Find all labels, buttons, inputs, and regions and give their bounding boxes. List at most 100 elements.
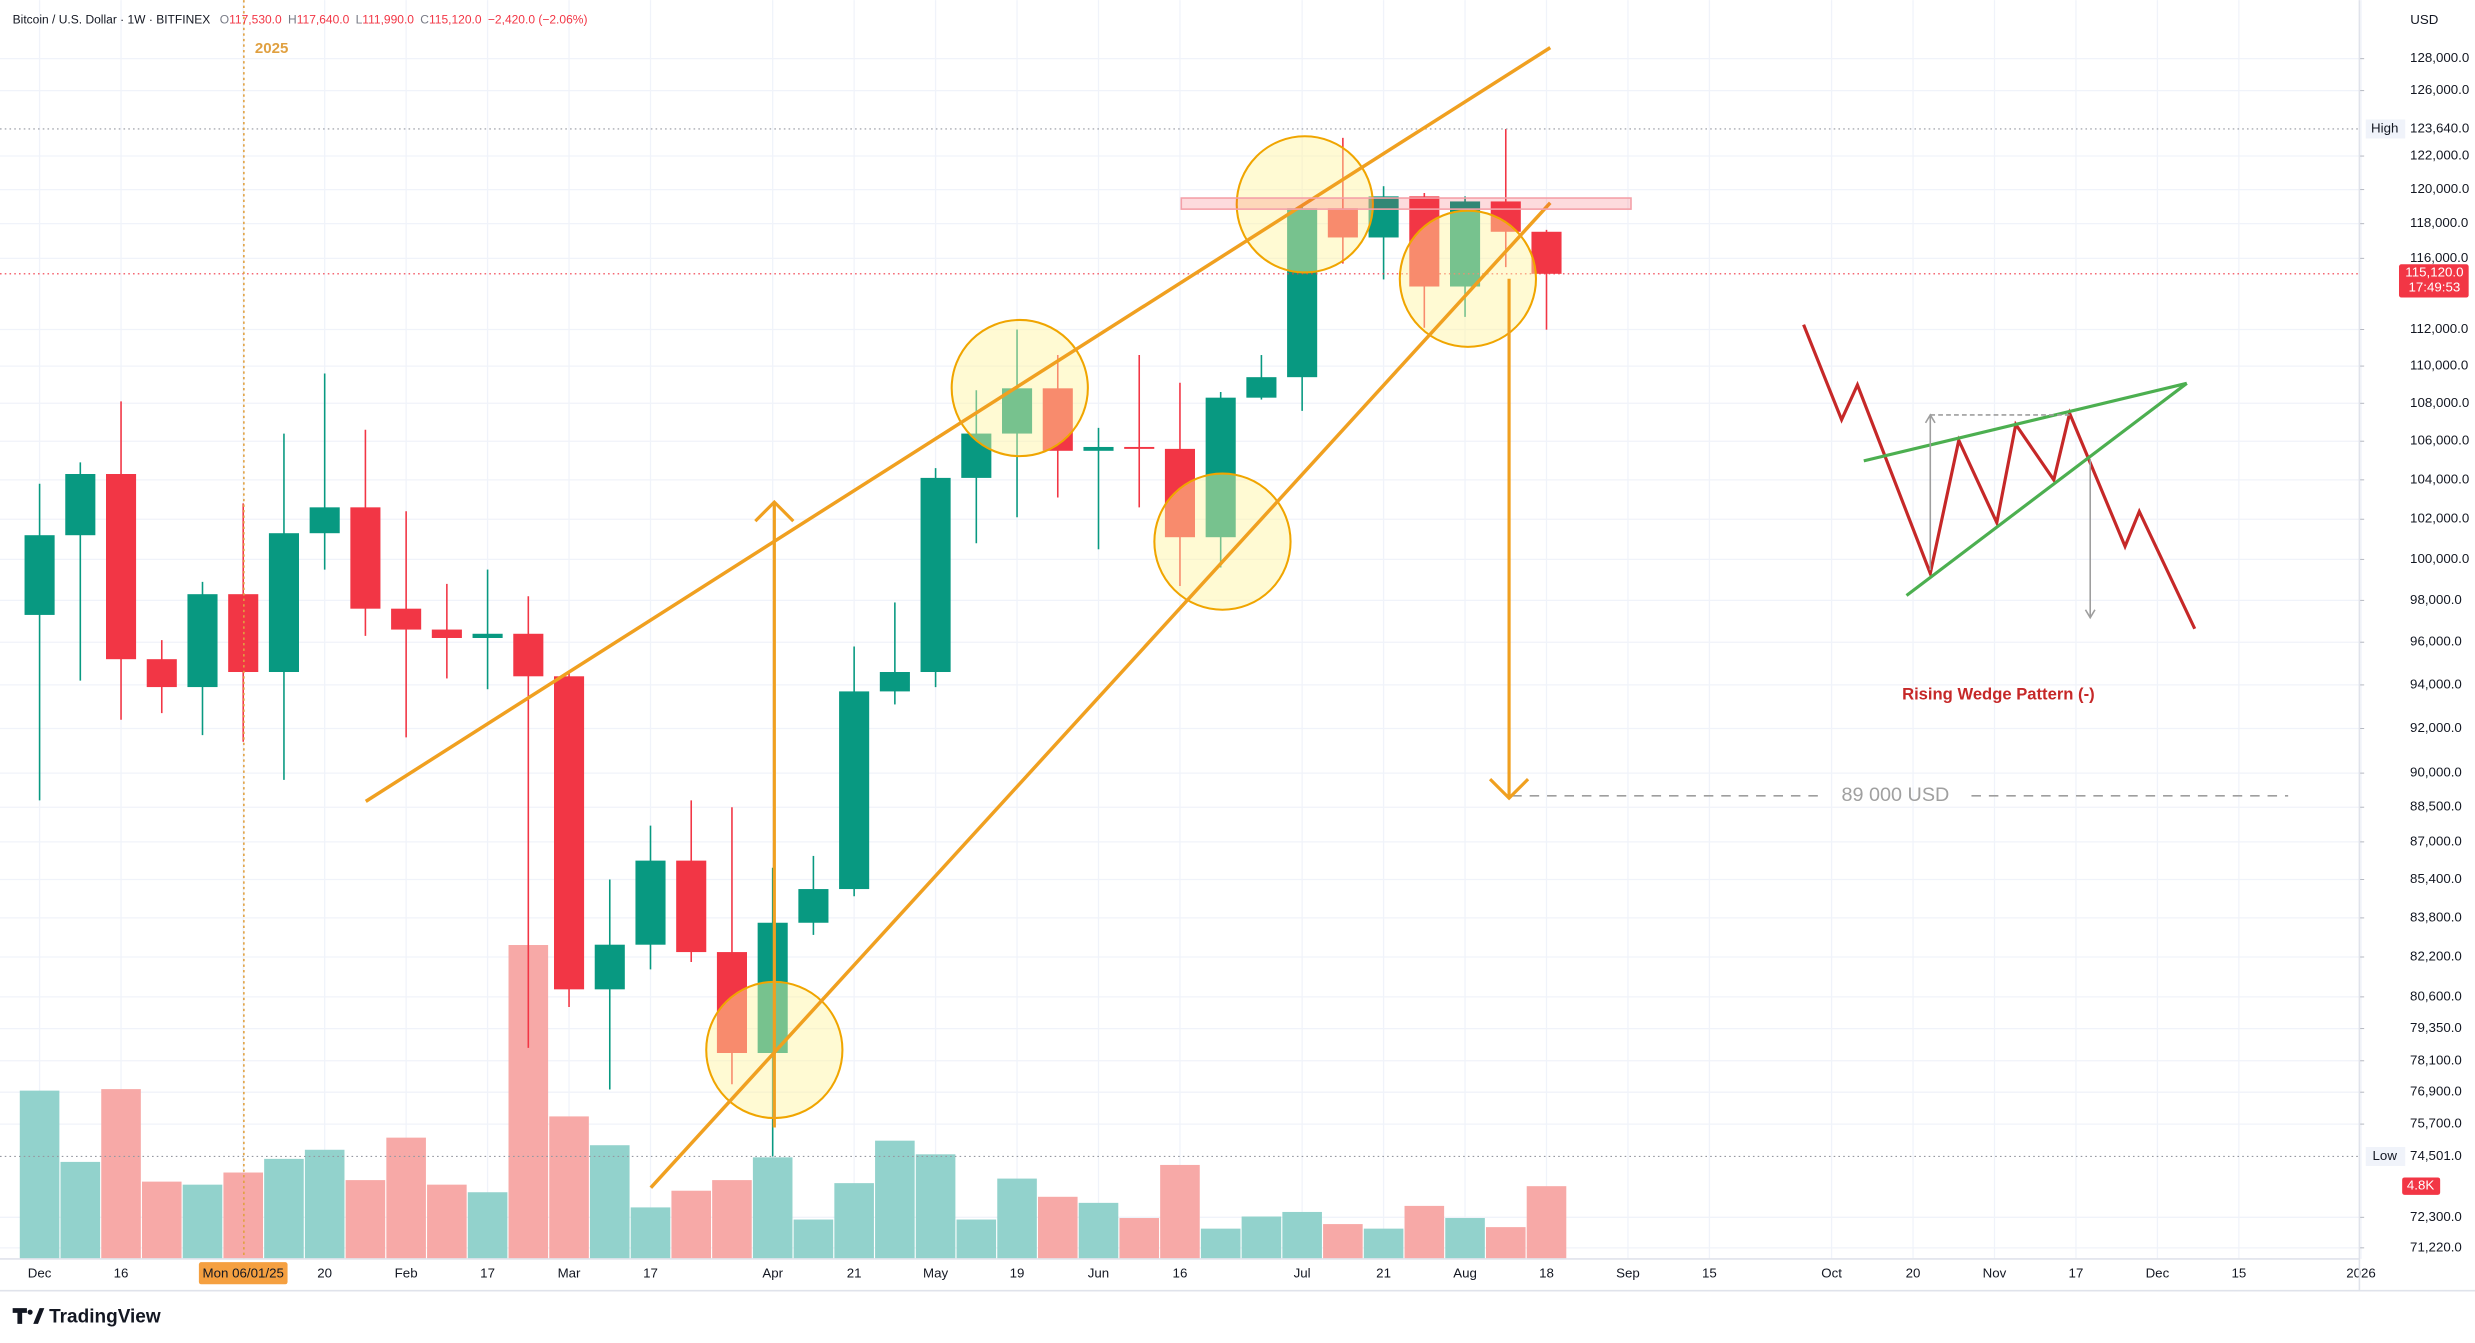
y-tick-label: 83,800.0 xyxy=(2410,909,2462,924)
volume-bar xyxy=(1282,1211,1322,1259)
touch-circle xyxy=(1153,472,1292,611)
volume-bar xyxy=(997,1178,1037,1259)
high-value: 123,640.0 xyxy=(2410,120,2469,135)
y-tick-label: 126,000.0 xyxy=(2410,82,2469,97)
y-tick-label: 116,000.0 xyxy=(2410,250,2468,265)
x-tick-label: Aug xyxy=(1453,1266,1477,1281)
candle-body xyxy=(676,860,707,953)
x-tick-label: Dec xyxy=(2146,1266,2170,1281)
x-tick-label: Dec xyxy=(28,1266,52,1281)
volume-bar xyxy=(712,1180,752,1259)
x-tick-label: 15 xyxy=(1702,1266,1717,1281)
volume-bar xyxy=(467,1192,508,1259)
x-tick-label: 17 xyxy=(2069,1266,2084,1281)
x-tick-label: 19 xyxy=(1010,1266,1025,1281)
wedge-example-price xyxy=(1802,324,2197,630)
candle-body xyxy=(1042,388,1073,451)
y-tick-label: 75,700.0 xyxy=(2410,1116,2462,1131)
wedge-example-lower xyxy=(1905,382,2188,597)
candle-body xyxy=(187,594,218,688)
volume-bar xyxy=(915,1154,956,1259)
candle-body xyxy=(1164,448,1195,538)
target-label: 89 000 USD xyxy=(1842,784,1950,806)
volume-bar xyxy=(1241,1216,1282,1259)
x-tick-label: Feb xyxy=(395,1266,418,1281)
y-tick-label: 104,000.0 xyxy=(2410,471,2469,486)
touch-circle xyxy=(950,318,1089,458)
volume-bar xyxy=(549,1116,589,1259)
y-tick-label: 92,000.0 xyxy=(2410,720,2462,735)
drawings xyxy=(243,0,2197,1259)
candle-body xyxy=(24,535,55,615)
volume-bar xyxy=(264,1158,304,1259)
header-value: 117,640.0 xyxy=(297,13,350,27)
volume-bar xyxy=(1445,1218,1485,1259)
high-badge xyxy=(2365,119,2406,139)
wedge-upper xyxy=(364,46,1552,803)
volume-bar xyxy=(101,1089,141,1259)
high-value-box xyxy=(2405,119,2469,139)
candle-body xyxy=(1246,377,1277,398)
x-tick-label: 21 xyxy=(1376,1266,1391,1281)
brand: TradingView xyxy=(12,1307,161,1328)
candle-body xyxy=(391,608,422,630)
y-tick-label: 100,000.0 xyxy=(2410,551,2469,566)
x-tick-label: 2026 xyxy=(2346,1266,2376,1281)
header-change: −2,420.0 (−2.06%) xyxy=(488,13,588,27)
header-value: 115,120.0 xyxy=(429,13,482,27)
y-tick-label: 102,000.0 xyxy=(2410,511,2469,526)
wedge-example-arrow-head xyxy=(1924,413,1936,424)
y-tick-label: 120,000.0 xyxy=(2410,181,2469,196)
last-price-countdown: 17:49:53 xyxy=(2408,280,2460,295)
volume-bar xyxy=(589,1145,630,1259)
y-tick-label: 90,000.0 xyxy=(2410,765,2462,780)
x-tick-label: 17 xyxy=(643,1266,658,1281)
y-tick-label: 80,600.0 xyxy=(2410,988,2462,1003)
y-tick-label: 82,200.0 xyxy=(2410,949,2462,964)
x-tick-label: 17 xyxy=(480,1266,495,1281)
y-tick-label: 88,500.0 xyxy=(2410,799,2462,814)
y-tick-label: 122,000.0 xyxy=(2410,148,2469,163)
volume-bar xyxy=(1404,1205,1445,1259)
x-tick-highlight xyxy=(198,1262,288,1285)
y-tick-label: 118,000.0 xyxy=(2410,215,2468,230)
candle-body xyxy=(105,474,137,660)
x-tick-label: 21 xyxy=(847,1266,862,1281)
volume-bar xyxy=(182,1184,223,1259)
low-badge xyxy=(2365,1146,2406,1166)
y-tick-label: 94,000.0 xyxy=(2410,676,2462,691)
volume-label: 4.8K xyxy=(2407,1178,2434,1193)
last-price-box xyxy=(2398,264,2469,298)
y-tick-label: 98,000.0 xyxy=(2410,592,2462,607)
low-name: Low xyxy=(2373,1148,2398,1163)
header-key: H xyxy=(288,13,297,27)
candle-body xyxy=(554,676,585,990)
volume-bar xyxy=(834,1183,874,1259)
x-tick-label: Jun xyxy=(1088,1266,1109,1281)
low-value-box xyxy=(2405,1146,2469,1166)
brand-name: TradingView xyxy=(49,1307,161,1328)
volume-bar xyxy=(1323,1224,1363,1259)
candle-body xyxy=(594,944,625,990)
candle-body xyxy=(798,889,829,923)
volume-bar xyxy=(427,1184,467,1259)
x-tick-label: 16 xyxy=(114,1266,129,1281)
candle-body xyxy=(1124,446,1155,449)
volume-bar xyxy=(386,1137,426,1259)
candle-body xyxy=(839,691,870,890)
resistance-zone xyxy=(1180,197,1632,210)
candle-body xyxy=(350,507,381,609)
candle-body xyxy=(431,629,462,638)
header-key: C xyxy=(420,13,429,27)
header: Bitcoin / U.S. Dollar · 1W · BITFINEX O11… xyxy=(13,13,588,27)
candle-body xyxy=(1002,388,1033,434)
y-tick-label: 79,350.0 xyxy=(2410,1020,2462,1035)
y-tick-label: 128,000.0 xyxy=(2410,50,2469,65)
candle-body xyxy=(513,633,544,677)
volume-bar xyxy=(875,1140,915,1259)
volume-bar xyxy=(1200,1228,1241,1259)
price-lines xyxy=(0,128,2360,1158)
volume-bar xyxy=(956,1219,997,1259)
y-tick-label: 87,000.0 xyxy=(2410,833,2462,848)
